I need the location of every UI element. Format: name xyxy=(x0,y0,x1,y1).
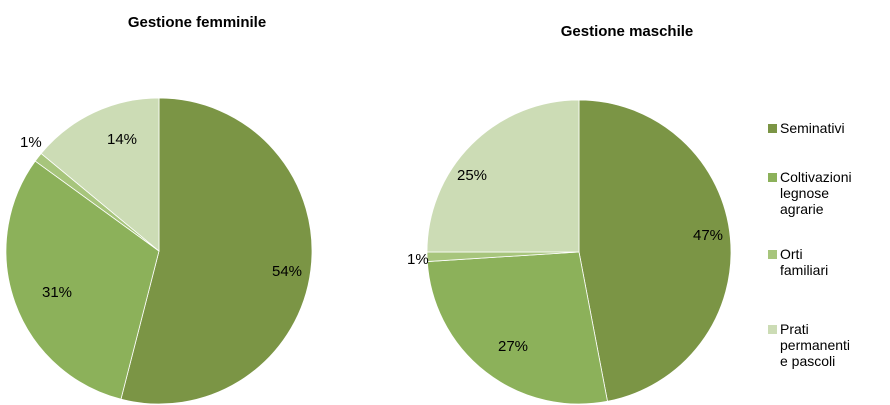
legend-label-coltivazioni-legnose: Coltivazioni legnose agrarie xyxy=(780,169,852,217)
legend-label-orti-familiari: Orti familiari xyxy=(780,246,829,278)
slice-data-label: 1% xyxy=(20,134,42,151)
chart-title: Gestione maschile xyxy=(561,23,694,40)
legend-label-seminativi: Seminativi xyxy=(780,120,845,136)
pie-slice xyxy=(426,251,608,405)
slice-data-label: 54% xyxy=(272,263,302,280)
legend-item-prati-permanenti: Prati permanenti e pascoli xyxy=(768,321,890,369)
legend-item-coltivazioni-legnose: Coltivazioni legnose agrarie xyxy=(768,169,890,217)
slice-data-label: 47% xyxy=(693,227,723,244)
pie-slice xyxy=(426,99,580,253)
pie-chart-female: Gestione femminile 54% 31% 1% 14% xyxy=(5,14,313,405)
legend-swatch-seminativi xyxy=(768,124,777,133)
slice-data-label: 1% xyxy=(407,251,429,268)
pie-slice xyxy=(120,97,313,405)
legend-swatch-orti-familiari xyxy=(768,250,777,259)
pie-slice xyxy=(578,99,732,402)
pie-chart-male: Gestione maschile 47% 27% 1% 25% xyxy=(407,23,732,405)
legend-label-prati-permanenti: Prati permanenti e pascoli xyxy=(780,321,851,369)
slice-data-label: 27% xyxy=(498,338,528,355)
pie-slice xyxy=(40,97,160,252)
slice-data-label: 14% xyxy=(107,131,137,148)
legend-item-seminativi: Seminativi xyxy=(768,120,890,136)
legend-swatch-prati-permanenti xyxy=(768,325,777,334)
slice-data-label: 25% xyxy=(457,167,487,184)
legend-item-orti-familiari: Orti familiari xyxy=(768,246,890,278)
legend-swatch-coltivazioni-legnose xyxy=(768,173,777,182)
chart-title: Gestione femminile xyxy=(128,14,266,31)
pie-slice xyxy=(5,160,160,400)
slice-data-label: 31% xyxy=(42,284,72,301)
